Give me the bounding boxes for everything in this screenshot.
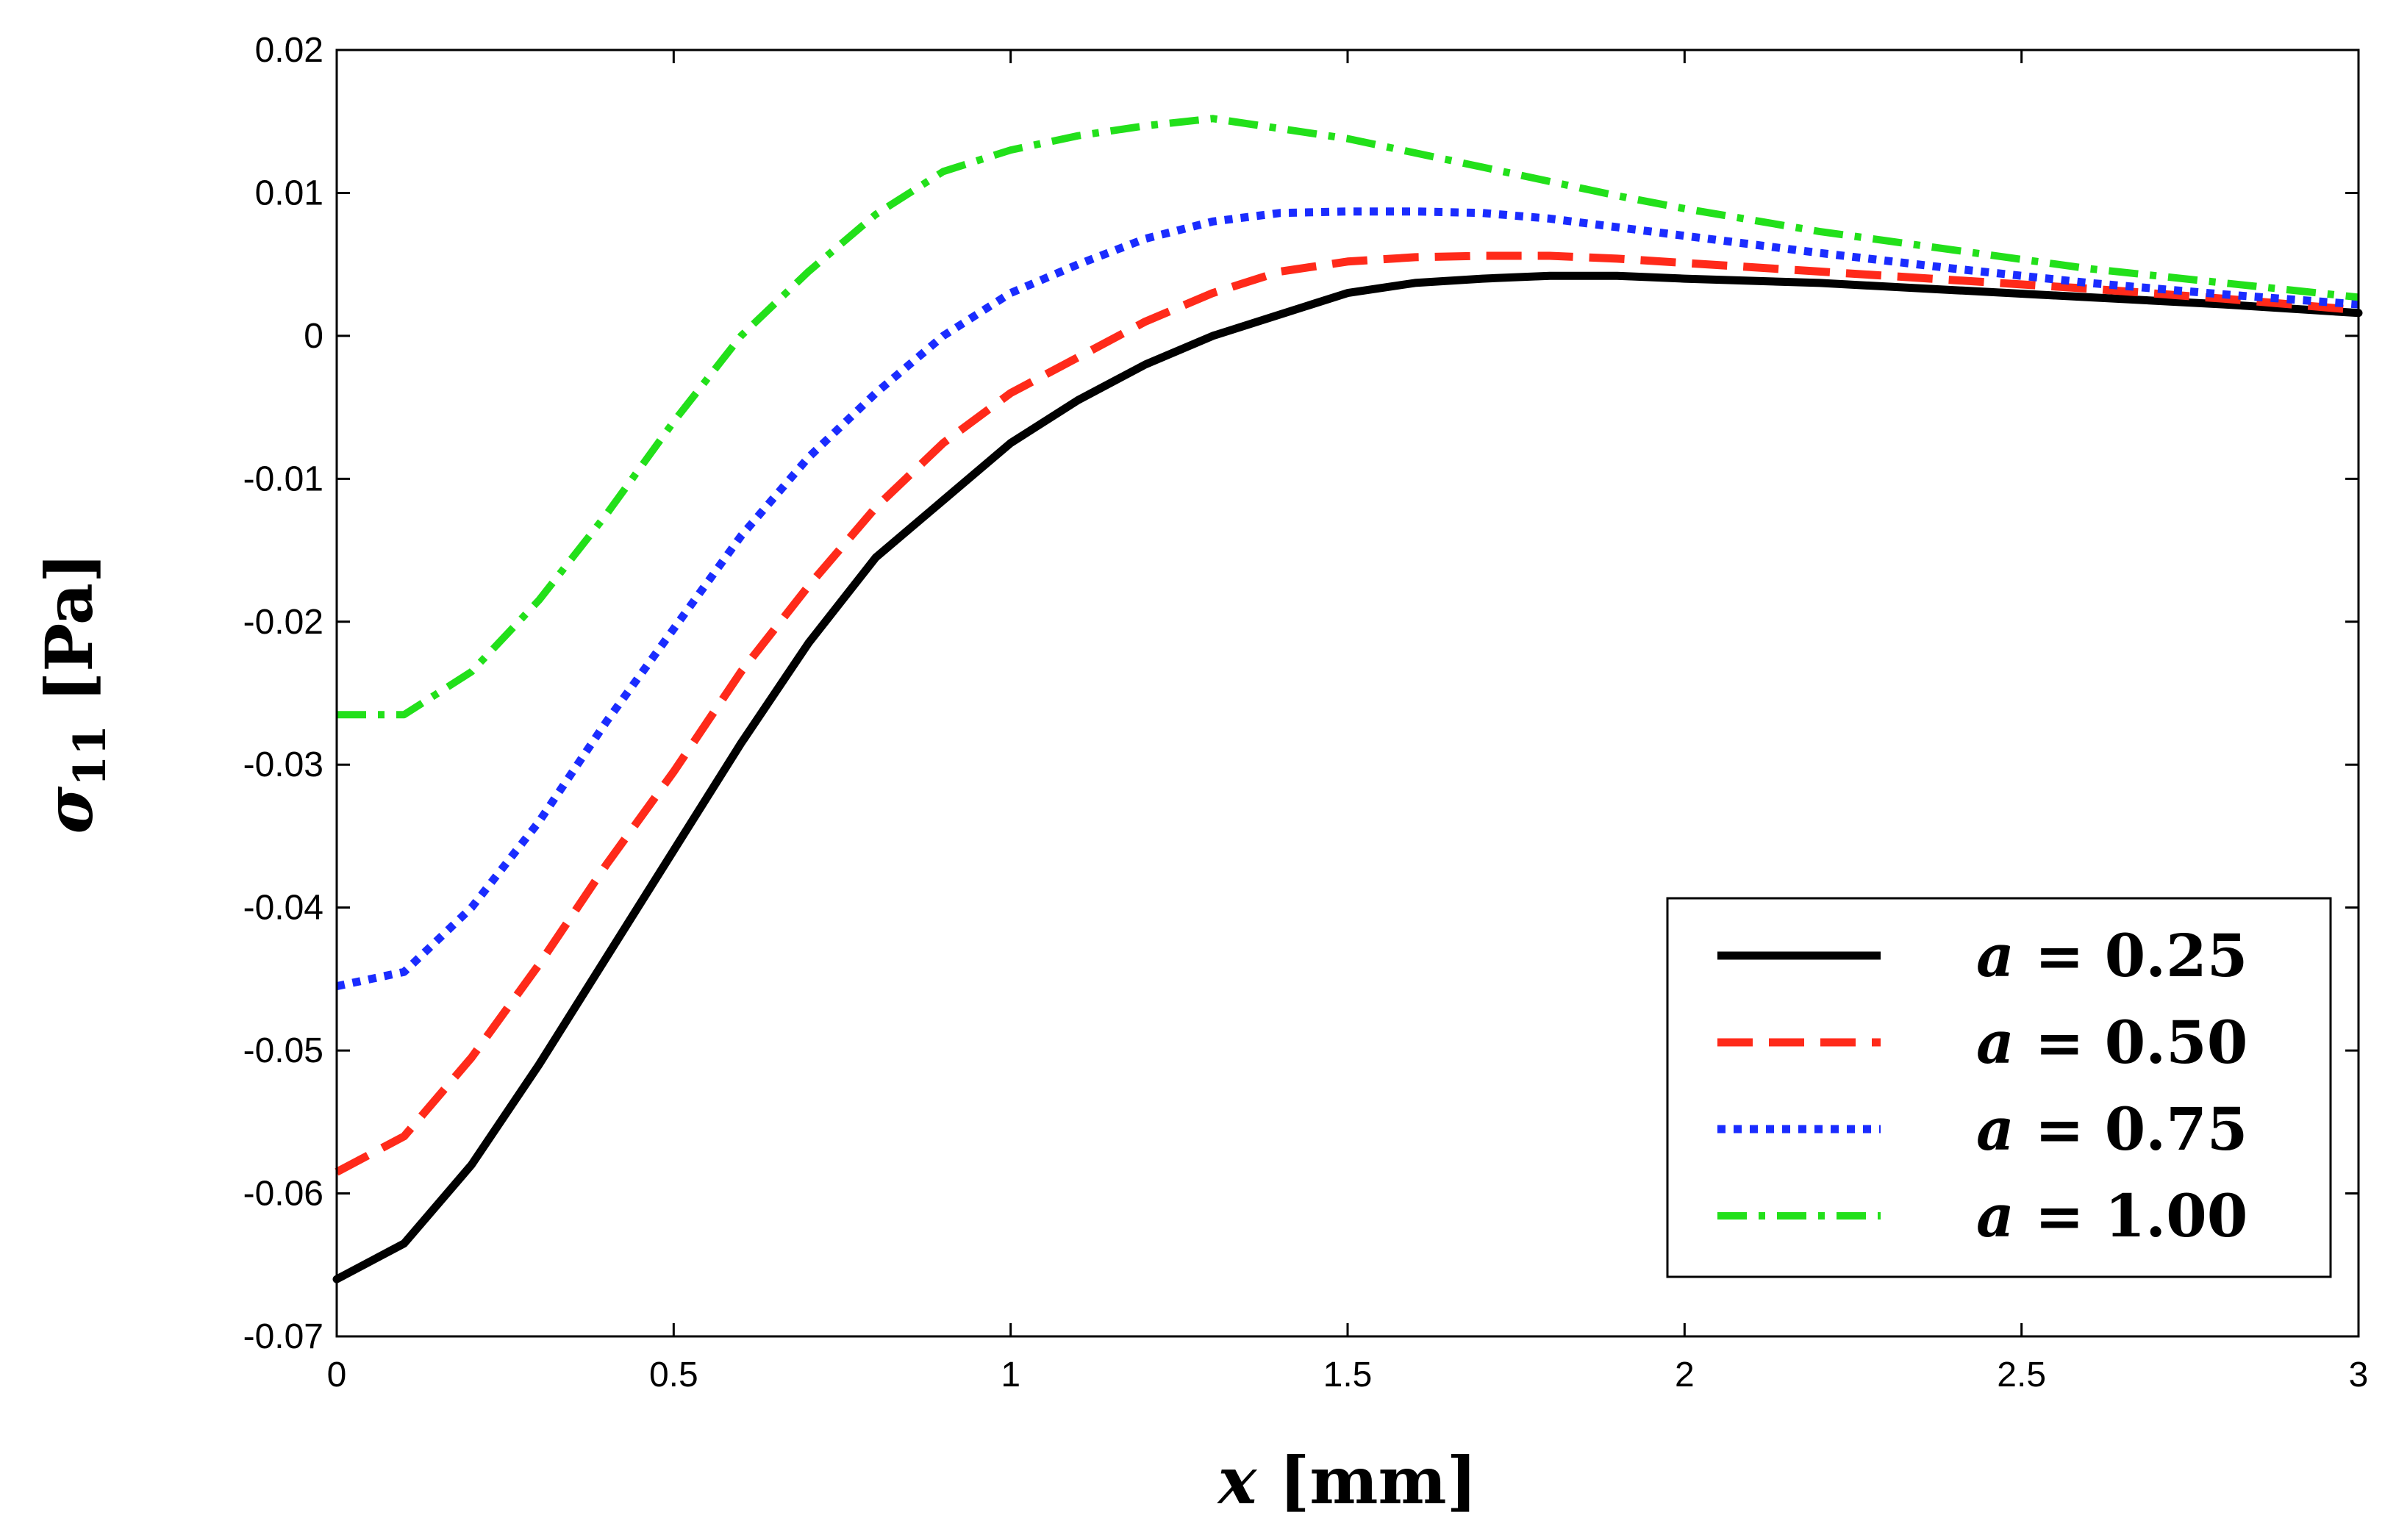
x-tick-label: 3 xyxy=(2349,1355,2369,1394)
legend-label-2: a = 0.50 xyxy=(1976,1008,2247,1077)
series-line-3 xyxy=(335,207,2359,990)
x-axis-unit: [mm] xyxy=(1256,1442,1477,1519)
legend-items: a = 0.25 a = 0.50 a = 0.75 a = 1.00 xyxy=(1717,921,2247,1250)
y-tick-label: -0.01 xyxy=(243,459,323,498)
y-axis-subscript: 11 xyxy=(65,725,116,787)
x-tick-label: 0.5 xyxy=(649,1355,698,1394)
y-axis-title: σ11 [Pa] xyxy=(31,552,116,834)
legend-label-3: a = 0.75 xyxy=(1976,1095,2247,1164)
series-line-4 xyxy=(337,115,2359,719)
axis-ticks: 0 0.5 1 1.5 2 2.5 3 0.02 0.01 0 -0.01 -0.02 -0.03 -0.… xyxy=(243,31,2369,1394)
y-tick-label: -0.06 xyxy=(243,1175,323,1214)
y-tick-label: -0.04 xyxy=(243,889,323,928)
series-line-1 xyxy=(332,271,2363,1283)
y-tick-label: 0 xyxy=(304,317,323,356)
series-layer xyxy=(332,115,2363,1283)
y-axis-variable: σ xyxy=(31,787,107,834)
legend-label-1: a = 0.25 xyxy=(1976,921,2247,990)
y-tick-label: -0.05 xyxy=(243,1031,323,1070)
x-tick-label: 2.5 xyxy=(1997,1355,2046,1394)
legend-label-4: a = 1.00 xyxy=(1976,1181,2247,1250)
y-tick-label: -0.02 xyxy=(243,603,323,642)
x-axis-title: x [mm] xyxy=(1217,1442,1478,1519)
x-tick-label: 0 xyxy=(327,1355,347,1394)
y-tick-label: -0.03 xyxy=(243,745,323,784)
x-tick-label: 1.5 xyxy=(1323,1355,1373,1394)
y-tick-label: 0.01 xyxy=(255,173,323,212)
x-tick-label: 1 xyxy=(1001,1355,1020,1394)
x-axis-variable: x xyxy=(1217,1442,1258,1519)
legend: a = 0.25 a = 0.50 a = 0.75 a = 1.00 xyxy=(1666,897,2332,1278)
series-line-2 xyxy=(335,251,2359,1176)
x-tick-label: 2 xyxy=(1675,1355,1695,1394)
y-tick-label: -0.07 xyxy=(243,1317,323,1356)
y-tick-label: 0.02 xyxy=(255,31,323,70)
y-axis-unit: [Pa] xyxy=(31,552,107,725)
